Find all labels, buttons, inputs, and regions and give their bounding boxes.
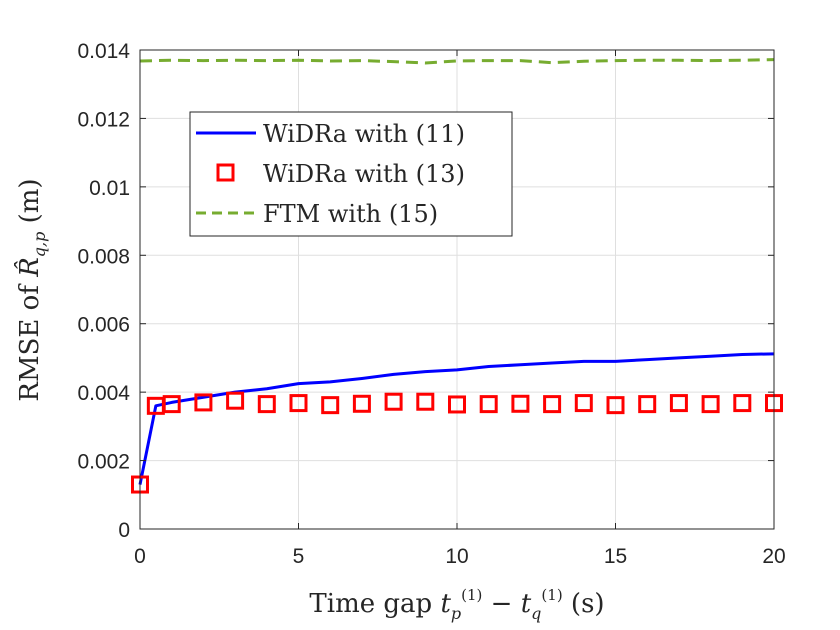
x-tick-label: 0 [134, 545, 146, 568]
legend-label-ftm-15: FTM with (15) [263, 200, 438, 228]
y-axis-label: RMSE of R̂q,p (m) [14, 178, 49, 401]
marker-widra-with-13 [162, 395, 181, 414]
y-tick-label: 0.004 [77, 382, 130, 405]
marker-widra-with-13 [226, 391, 245, 410]
marker-widra-with-13 [257, 395, 276, 414]
marker-widra-with-13 [638, 395, 657, 414]
x-tick-label: 10 [445, 545, 468, 568]
x-axis-label: Time gap tp(1) − tq(1) (s) [309, 586, 604, 623]
marker-widra-with-13 [606, 396, 625, 415]
y-tick-label: 0 [118, 519, 130, 542]
y-tick-label: 0.008 [77, 245, 130, 268]
plot-series [131, 58, 783, 494]
y-tick-label: 0.014 [77, 40, 130, 63]
marker-widra-with-13 [669, 394, 688, 413]
marker-widra-with-13 [448, 395, 466, 414]
marker-widra-with-13 [543, 395, 562, 414]
y-tick-label: 0.002 [77, 451, 130, 474]
x-tick-label: 20 [762, 545, 785, 568]
x-tick-label: 15 [604, 545, 627, 568]
marker-widra-with-13 [479, 395, 498, 414]
marker-widra-with-13 [733, 394, 752, 413]
marker-widra-with-13 [352, 394, 371, 413]
legend: WiDRa with (11) WiDRa with (13) FTM with… [189, 111, 513, 237]
marker-widra-with-13 [416, 392, 435, 411]
x-tick-label: 5 [293, 545, 305, 568]
series-line-ftm-with-15 [139, 58, 775, 65]
y-tick-label: 0.01 [89, 177, 130, 200]
y-tick-label: 0.012 [77, 108, 130, 131]
legend-swatch-widra-13 [216, 163, 235, 182]
marker-widra-with-13 [701, 395, 720, 414]
legend-label-widra-13: WiDRa with (13) [263, 160, 465, 188]
y-tick-label: 0.006 [77, 314, 130, 337]
marker-widra-with-13 [384, 392, 403, 411]
series-line-widra-with-11 [138, 352, 775, 485]
marker-widra-with-13 [321, 396, 340, 415]
marker-widra-with-13 [574, 394, 593, 413]
marker-widra-with-13 [511, 394, 530, 413]
ticks: 0 5 10 15 20 0 0.002 0.004 0.006 0.008 0.01 0.012 0.… [77, 40, 785, 568]
marker-widra-with-13 [289, 394, 308, 413]
marker-widra-with-13 [194, 393, 213, 412]
legend-label-widra-11: WiDRa with (11) [263, 120, 465, 148]
